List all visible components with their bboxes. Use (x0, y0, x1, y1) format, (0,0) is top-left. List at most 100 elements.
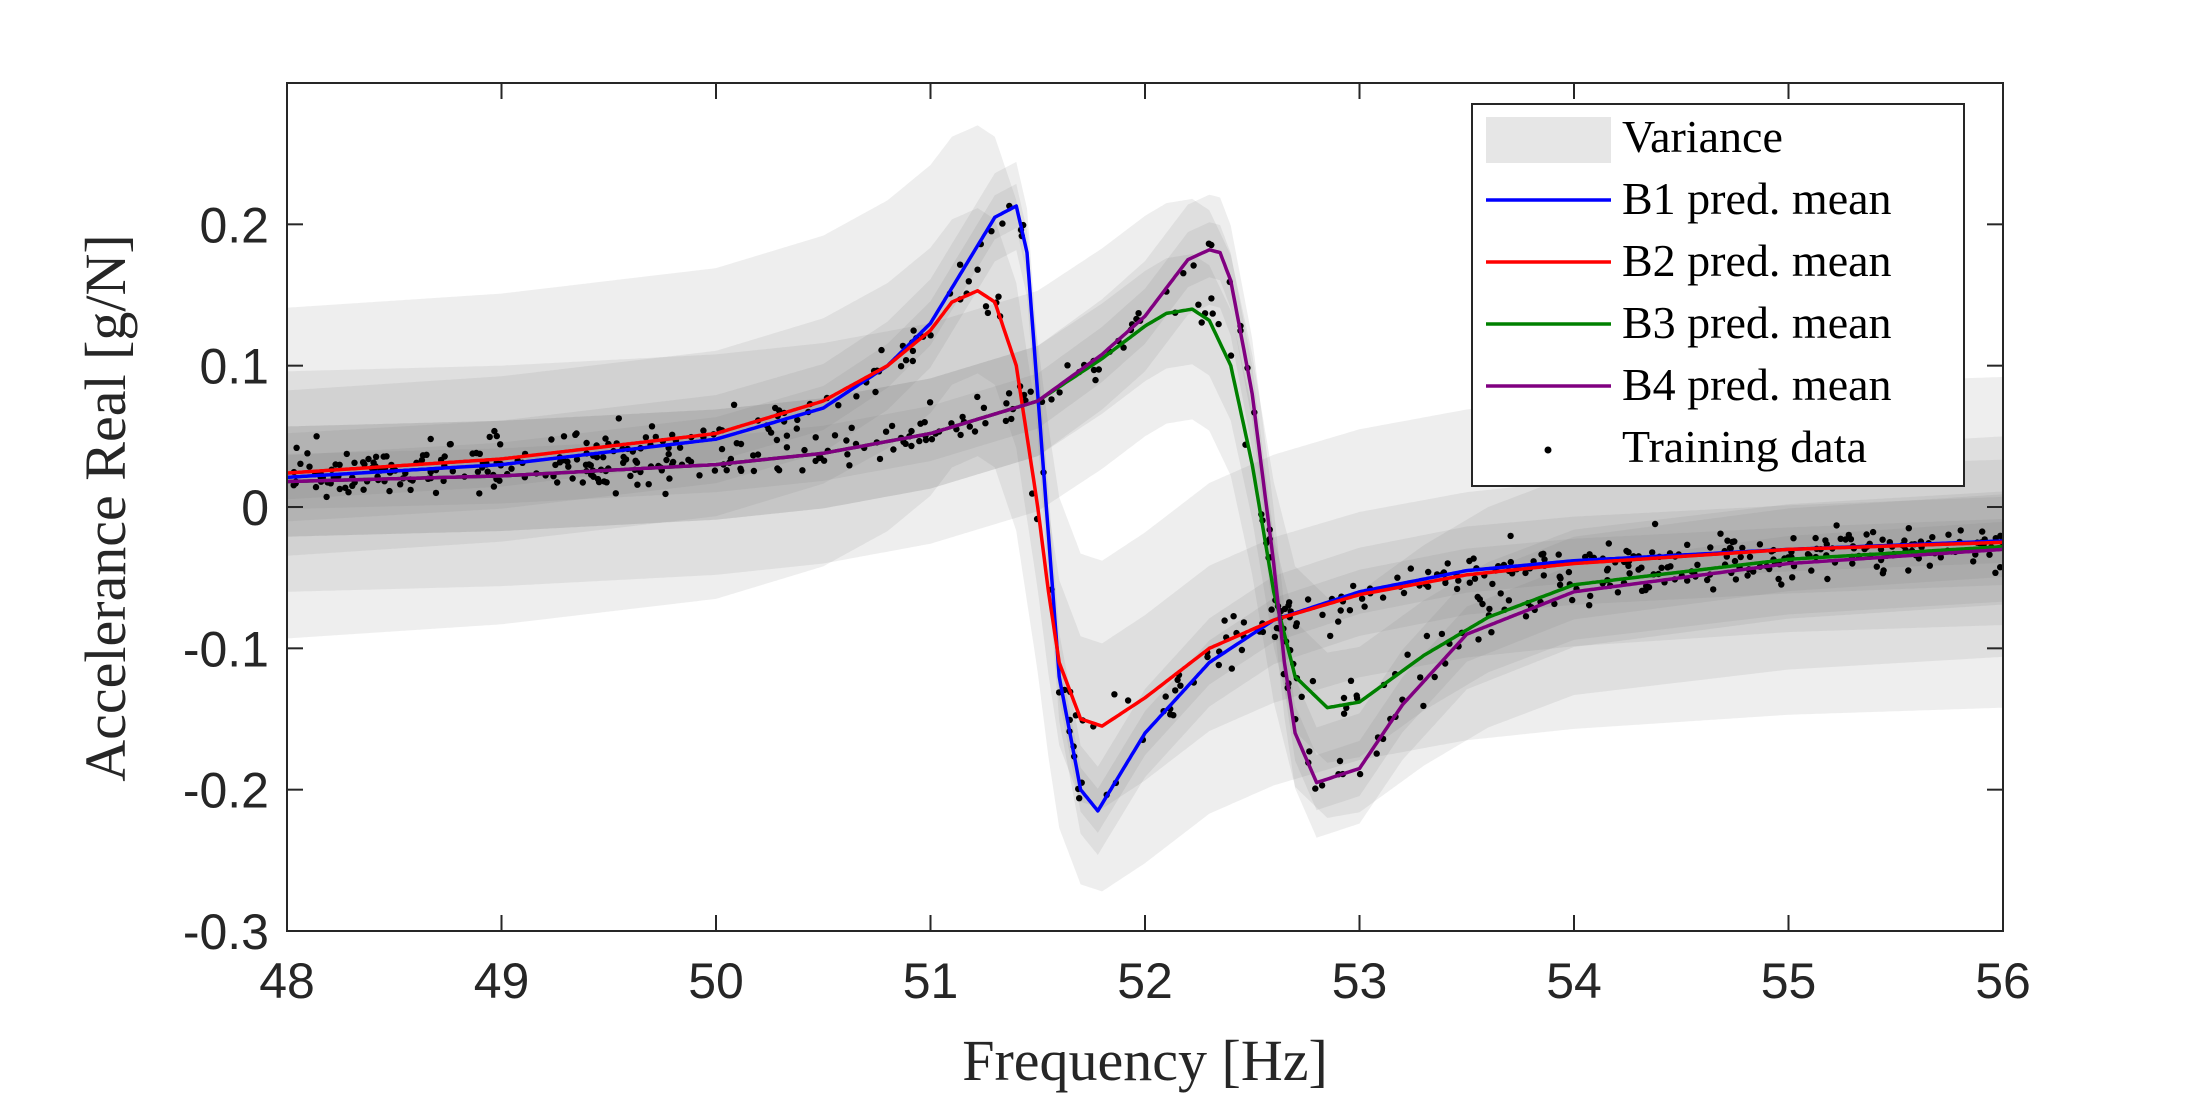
legend-label-b2: B2 pred. mean (1622, 235, 1892, 286)
training-point (1756, 541, 1764, 548)
training-point (1645, 584, 1653, 591)
training-point (982, 420, 989, 427)
line-b2 (287, 289, 2003, 728)
x-tick-label: 48 (259, 953, 315, 1009)
training-point (1444, 560, 1451, 567)
variance-band-3-level-1 (287, 198, 2003, 818)
training-point (1879, 570, 1887, 577)
training-point (767, 429, 775, 436)
x-tick-label: 54 (1546, 953, 1602, 1009)
training-point (554, 479, 561, 486)
legend-swatch-training (1544, 446, 1552, 454)
training-point (902, 440, 909, 447)
training-point (773, 436, 781, 444)
training-point (1347, 677, 1355, 684)
training-point (1135, 310, 1142, 317)
training-point (1486, 605, 1493, 613)
training-point (700, 427, 707, 434)
training-point (1048, 396, 1055, 403)
training-point (1901, 537, 1908, 544)
training-point (365, 455, 372, 463)
training-point (1905, 567, 1912, 574)
training-point (1215, 661, 1223, 669)
training-point (1177, 682, 1184, 689)
training-point (1905, 525, 1913, 532)
legend-label-b3: B3 pred. mean (1622, 297, 1892, 348)
training-point (922, 436, 930, 444)
training-point (1293, 620, 1301, 627)
training-point (476, 490, 483, 497)
training-point (603, 479, 610, 486)
y-tick-label: -0.1 (183, 621, 269, 677)
training-point (1789, 574, 1796, 581)
training-point (1694, 561, 1701, 568)
training-point (733, 440, 740, 447)
training-point (1540, 572, 1548, 579)
training-point (1350, 582, 1357, 590)
training-point (1929, 534, 1936, 541)
training-point (783, 444, 791, 451)
training-point (1778, 581, 1785, 588)
training-point (750, 467, 758, 475)
training-point (1336, 757, 1344, 765)
training-point (956, 261, 964, 268)
training-point (1417, 674, 1424, 681)
training-point (957, 431, 964, 439)
training-point (1808, 567, 1815, 574)
training-point (627, 472, 634, 480)
training-point (1198, 319, 1205, 326)
training-point (1120, 344, 1127, 351)
training-point (669, 431, 676, 438)
training-point (290, 482, 297, 489)
training-point (848, 424, 855, 431)
training-point (982, 303, 990, 310)
training-point (995, 293, 1002, 300)
training-point (1731, 557, 1739, 565)
training-point (1479, 600, 1486, 608)
training-point (665, 450, 672, 458)
training-point (1586, 602, 1593, 609)
legend-label-b4: B4 pred. mean (1622, 359, 1892, 410)
training-point (1997, 532, 2003, 539)
training-point (497, 441, 504, 448)
training-point (612, 490, 619, 497)
training-point (910, 327, 917, 334)
x-tick-label: 51 (903, 953, 959, 1009)
training-point (723, 467, 730, 474)
training-point (1651, 520, 1659, 528)
line-b4 (287, 248, 2003, 785)
training-point (1614, 589, 1622, 596)
training-point (491, 427, 498, 435)
training-point (293, 444, 300, 451)
training-point (1997, 564, 2003, 571)
training-point (1739, 544, 1746, 552)
training-point (1863, 531, 1870, 538)
x-tick-label: 50 (688, 953, 744, 1009)
training-point (835, 402, 842, 409)
training-point (916, 437, 923, 445)
training-point (297, 460, 304, 467)
training-point (1466, 579, 1474, 586)
training-point (1056, 389, 1063, 396)
training-point (1717, 530, 1724, 537)
x-tick-label: 55 (1761, 953, 1817, 1009)
legend-box (1471, 103, 1965, 487)
training-point (447, 440, 454, 448)
training-point (669, 458, 677, 466)
training-point (1227, 352, 1235, 359)
training-point (926, 399, 934, 406)
training-point (799, 467, 806, 474)
training-point (312, 483, 320, 491)
training-point (1992, 569, 1999, 576)
training-point (469, 450, 476, 457)
training-point (372, 453, 380, 460)
training-point (1475, 636, 1482, 643)
training-point (1837, 535, 1844, 542)
training-point (1744, 572, 1751, 579)
training-point (1309, 677, 1317, 685)
training-point (1729, 538, 1736, 546)
training-point (1286, 599, 1293, 606)
training-point (370, 459, 377, 466)
training-point (1790, 535, 1797, 542)
